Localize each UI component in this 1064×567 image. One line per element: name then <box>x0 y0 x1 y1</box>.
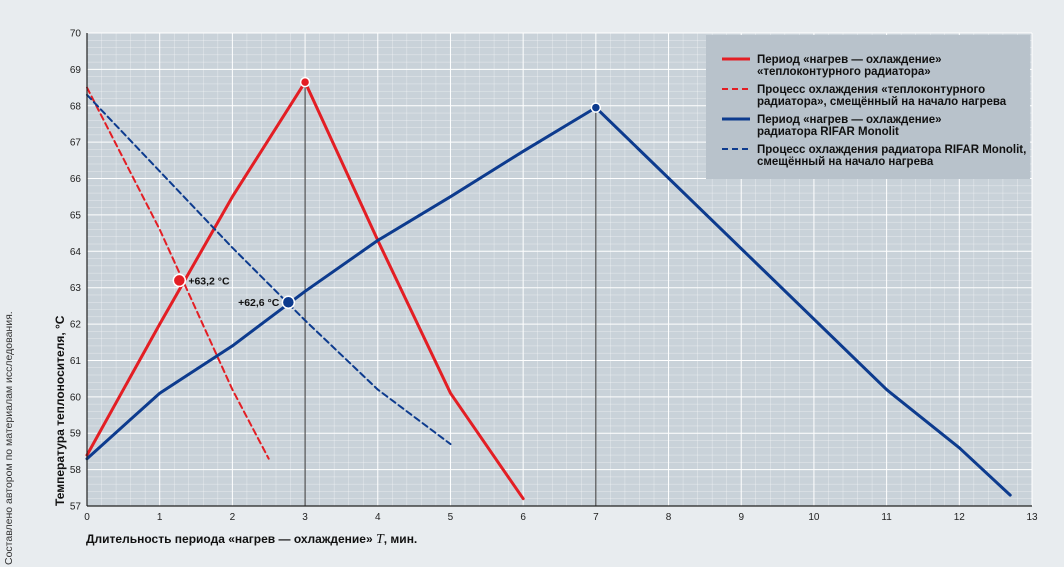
series-line-2 <box>86 86 270 460</box>
legend-item-4: Процесс охлаждения радиатора RIFAR Monol… <box>722 144 1026 168</box>
x-tick-label: 12 <box>954 512 966 523</box>
y-tick-label: 58 <box>70 465 82 476</box>
legend-item-3: Период «нагрев — охлаждение»радиатора RI… <box>722 114 942 138</box>
x-tick-label: 4 <box>375 512 381 523</box>
x-tick-label: 13 <box>1026 512 1038 523</box>
x-axis-variable: T <box>376 532 385 547</box>
x-tick-label: 9 <box>738 512 744 523</box>
intersection-label: +63,2 °С <box>188 275 230 287</box>
series-line-3 <box>85 106 1012 497</box>
legend: Период «нагрев — охлаждение»«теплоконтур… <box>706 35 1030 179</box>
axes <box>86 33 1032 507</box>
x-tick-label: 7 <box>593 512 599 523</box>
x-tick-label: 10 <box>808 512 820 523</box>
y-tick-label: 68 <box>70 101 82 112</box>
x-axis-title: Длительность периода «нагрев — охлаждени… <box>86 532 417 547</box>
x-axis-title-suffix: , мин. <box>384 532 418 546</box>
intersection-point <box>172 273 187 288</box>
source-note: Составлено автором по материалам исследо… <box>3 311 15 565</box>
y-tick-label: 63 <box>70 283 82 294</box>
legend-label: Период «нагрев — охлаждение» <box>757 54 942 66</box>
peak-point <box>299 76 311 88</box>
x-tick-label: 8 <box>666 512 672 523</box>
y-axis-title: Температура теплоносителя, °С <box>53 315 67 506</box>
legend-item-2: Процесс охлаждения «теплоконтурногорадиа… <box>722 84 1007 108</box>
intersection-point <box>281 295 296 309</box>
x-tick-label: 2 <box>230 512 236 523</box>
legend-label: «теплоконтурного радиатора» <box>757 66 931 78</box>
legend-label: Период «нагрев — охлаждение» <box>757 114 942 126</box>
x-tick-label: 3 <box>302 512 308 523</box>
y-tick-label: 69 <box>70 65 82 76</box>
y-tick-label: 70 <box>70 29 82 40</box>
intersection-label: +62,6 °С <box>238 297 280 309</box>
y-tick-label: 65 <box>70 210 82 221</box>
x-tick-label: 0 <box>84 512 90 523</box>
y-tick-label: 67 <box>70 138 82 149</box>
series-layer <box>85 76 1012 501</box>
y-tick-label: 61 <box>70 356 82 367</box>
y-tick-label: 59 <box>70 429 82 440</box>
legend-item-1: Период «нагрев — охлаждение»«теплоконтур… <box>722 54 942 78</box>
x-tick-label: 6 <box>520 512 526 523</box>
x-tick-label: 5 <box>448 512 454 523</box>
x-tick-label: 1 <box>157 512 163 523</box>
x-tick-labels: 0 1 2 3 4 5 6 7 8 9 10 11 12 13 <box>84 512 1038 523</box>
x-axis-title-prefix: Длительность периода «нагрев — охлаждени… <box>86 532 376 546</box>
annotation-layer: +63,2 °С +62,6 °С <box>172 273 296 309</box>
y-tick-label: 64 <box>70 247 82 258</box>
legend-label: радиатора RIFAR Monolit <box>757 126 899 138</box>
y-tick-label: 60 <box>70 392 82 403</box>
y-tick-label: 57 <box>70 502 82 513</box>
legend-label: Процесс охлаждения радиатора RIFAR Monol… <box>757 144 1026 156</box>
legend-label: радиатора», смещённый на начало нагрева <box>757 96 1007 108</box>
peak-point <box>590 102 602 113</box>
y-tick-label: 62 <box>70 320 82 331</box>
series-line-4 <box>86 93 452 446</box>
legend-box <box>706 35 1030 179</box>
legend-label: Процесс охлаждения «теплоконтурного <box>757 84 985 96</box>
y-tick-label: 66 <box>70 174 82 185</box>
x-tick-label: 11 <box>881 512 892 523</box>
peak-drop-lines <box>304 82 597 506</box>
legend-label: смещённый на начало нагрева <box>757 156 934 168</box>
y-tick-labels: 57 58 59 60 61 62 63 64 65 66 67 68 69 70 <box>70 29 82 513</box>
